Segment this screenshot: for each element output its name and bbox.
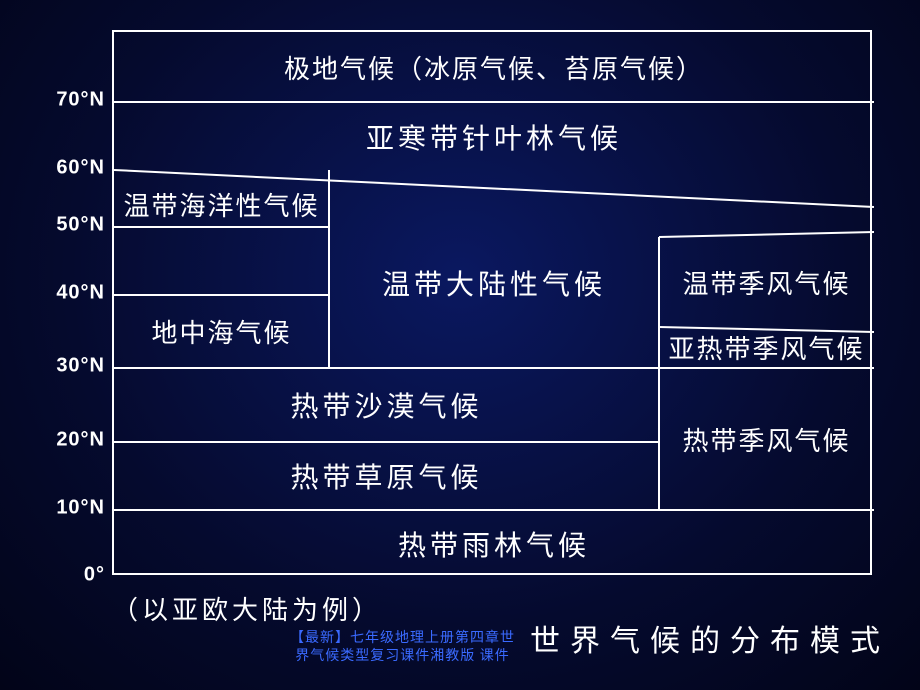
latitude-label: 40°N [30,282,105,305]
climate-cell: 温带大陆性气候 [329,197,659,368]
climate-cell: 亚热带季风气候 [659,327,874,368]
climate-cell: 温带海洋性气候 [114,177,329,232]
latitude-label: 10°N [30,497,105,520]
source-subtitle: 【最新】七年级地理上册第四章世 界气候类型复习课件湘教版 课件 [290,630,515,666]
diagram-wrap: 70°N 60°N 50°N 40°N 30°N 20°N 10°N 0° 极地气候（冰原气候… [30,30,890,660]
latitude-label: 60°N [30,157,105,180]
climate-cell: 亚寒带针叶林气候 [114,102,874,172]
latitude-label: 20°N [30,429,105,452]
main-title: 世界气候的分布模式 [530,616,890,660]
y-axis-labels: 70°N 60°N 50°N 40°N 30°N 20°N 10°N 0° [30,30,105,590]
subtitle-line2: 界气候类型复习课件湘教版 课件 [295,649,510,664]
climate-cell: 热带沙漠气候 [114,368,659,442]
climate-cell: 热带季风气候 [659,368,874,510]
latitude-label: 50°N [30,214,105,237]
climate-cell: 极地气候（冰原气候、苔原气候） [114,32,874,102]
climate-chart: 极地气候（冰原气候、苔原气候）亚寒带针叶林气候温带海洋性气候地中海气候温带大陆性… [112,30,872,575]
climate-cell: 温带季风气候 [659,237,874,327]
subtitle-line1: 【最新】七年级地理上册第四章世 [290,631,515,646]
example-note: （以亚欧大陆为例） [112,590,382,627]
climate-cell: 热带雨林气候 [114,510,874,577]
latitude-label: 0° [30,564,105,587]
latitude-label: 70°N [30,89,105,112]
latitude-label: 30°N [30,355,105,378]
climate-cell: 地中海气候 [114,295,329,368]
climate-cell: 热带草原气候 [114,442,659,510]
